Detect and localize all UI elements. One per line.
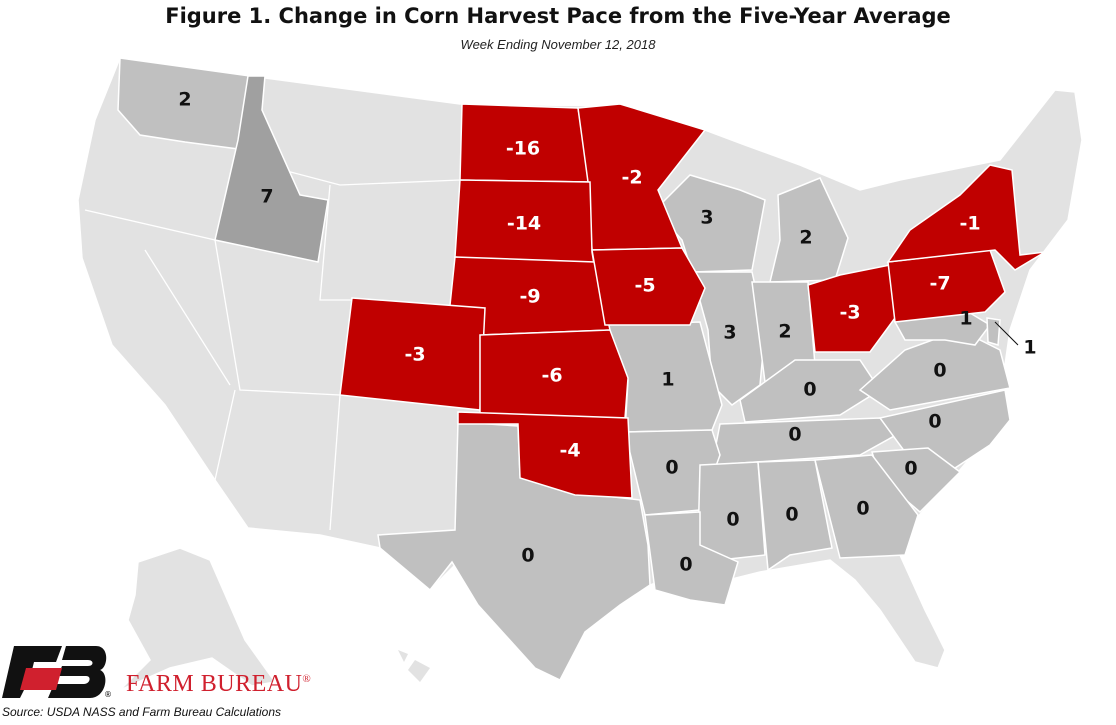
label-ia: -5 — [634, 275, 655, 297]
label-ok: -4 — [559, 440, 580, 462]
label-co: -3 — [404, 344, 425, 366]
logo-registered-mark: ® — [104, 690, 112, 699]
label-al: 0 — [785, 504, 798, 526]
brand-name: FARM BUREAU® — [126, 671, 311, 698]
label-tn: 0 — [788, 424, 801, 446]
label-wa: 2 — [178, 89, 191, 111]
label-ar: 0 — [665, 457, 678, 479]
label-mo: 1 — [661, 369, 674, 391]
state-value-labels: 2 7 -16 -2 -14 3 2 -1 -9 -5 -3 -7 -3 3 2… — [178, 89, 1036, 576]
label-sc: 0 — [904, 458, 917, 480]
label-ny: -1 — [959, 213, 980, 235]
label-ms: 0 — [726, 509, 739, 531]
state-id — [214, 75, 329, 263]
label-ga: 0 — [856, 498, 869, 520]
label-ky: 0 — [803, 379, 816, 401]
source-note: Source: USDA NASS and Farm Bureau Calcul… — [2, 705, 282, 719]
logo-b-shape — [48, 646, 107, 698]
negative-states — [339, 103, 1046, 499]
delaware-leader-line — [994, 321, 1019, 346]
state-va — [858, 329, 1011, 411]
hawaii-shape — [398, 650, 408, 662]
state-ok — [457, 411, 633, 499]
label-mi: 2 — [799, 227, 812, 249]
brand-name-text: FARM BUREAU — [126, 671, 303, 697]
state-ga — [814, 454, 919, 559]
label-oh: -3 — [839, 302, 860, 324]
brand-registered: ® — [302, 673, 312, 685]
state-ny — [886, 164, 1046, 271]
state-al — [757, 459, 833, 572]
state-wi — [653, 174, 766, 273]
label-wi: 3 — [700, 207, 713, 229]
label-de: 1 — [1023, 337, 1036, 359]
label-tx: 0 — [521, 545, 534, 567]
label-md: 1 — [959, 308, 972, 330]
label-la: 0 — [679, 554, 692, 576]
label-sd: -14 — [507, 213, 541, 235]
state-la — [644, 511, 739, 606]
label-mn: -2 — [621, 167, 642, 189]
farm-bureau-logo: ® — [2, 646, 112, 699]
label-va: 0 — [933, 360, 946, 382]
label-id: 7 — [260, 186, 273, 208]
hawaii-shape-2 — [408, 660, 430, 682]
logo-red-swoosh — [20, 668, 62, 690]
alaska-shape — [119, 547, 277, 691]
state-ia — [591, 247, 706, 326]
chart-subtitle: Week Ending November 12, 2018 — [460, 37, 656, 52]
label-nd: -16 — [506, 138, 540, 160]
label-ne: -9 — [519, 286, 540, 308]
chart-title: Figure 1. Change in Corn Harvest Pace fr… — [165, 4, 951, 28]
label-in: 2 — [778, 321, 791, 343]
label-ks: -6 — [541, 365, 562, 387]
label-pa: -7 — [929, 273, 950, 295]
state-de — [986, 317, 1001, 346]
label-il: 3 — [723, 322, 736, 344]
label-nc: 0 — [928, 411, 941, 433]
state-ks — [479, 329, 629, 419]
